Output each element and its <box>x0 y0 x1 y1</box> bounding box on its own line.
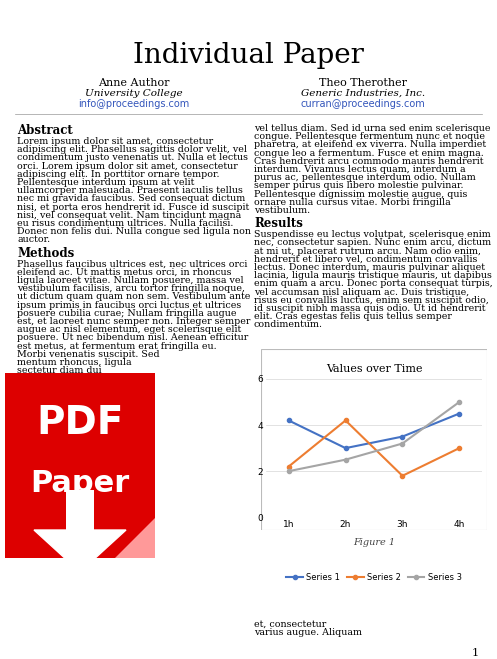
Text: nces posuere cubilia: nces posuere cubilia <box>17 407 116 416</box>
Text: mentum rhoncus, ligula: mentum rhoncus, ligula <box>17 358 132 367</box>
Text: mod nisl id gravida: mod nisl id gravida <box>17 374 109 384</box>
Text: eleifend ac. Ut mattis metus orci, in rhoncus: eleifend ac. Ut mattis metus orci, in rh… <box>17 268 232 277</box>
Series 2 <box>342 416 348 424</box>
Series 2 <box>456 444 462 452</box>
Text: nec mi gravida faucibus. Sed consequat dictum: nec mi gravida faucibus. Sed consequat d… <box>17 194 245 204</box>
Text: 1: 1 <box>472 648 479 658</box>
Text: auctor.: auctor. <box>17 235 50 244</box>
Text: augue ac nisl elementum, eget scelerisque elit: augue ac nisl elementum, eget scelerisqu… <box>17 325 241 334</box>
Text: info@proceedings.com: info@proceedings.com <box>79 99 190 109</box>
Series 3 <box>342 456 348 464</box>
Series 3 <box>456 398 462 406</box>
Text: Individual Paper: Individual Paper <box>133 42 364 69</box>
Text: condimentum.: condimentum. <box>254 320 323 330</box>
Series 2 <box>286 463 292 471</box>
Text: Figure 1: Figure 1 <box>353 538 395 548</box>
Series 3 <box>286 467 292 475</box>
Text: vestibulum facilisis, arcu tortor fringilla noque,: vestibulum facilisis, arcu tortor fringi… <box>17 284 245 293</box>
Text: Suspendisse eu lectus volutpat, scelerisque enim: Suspendisse eu lectus volutpat, sceleris… <box>254 230 491 239</box>
Text: enim quam a arcu. Donec porta consequat turpis,: enim quam a arcu. Donec porta consequat … <box>254 279 493 289</box>
Line: Series 3: Series 3 <box>287 400 461 473</box>
Text: Donec non felis dui. Nulla congue sed ligula non: Donec non felis dui. Nulla congue sed li… <box>17 227 251 236</box>
Series 1 <box>286 416 292 424</box>
Text: posuere cubilia curae; Nullam fringilla augue: posuere cubilia curae; Nullam fringilla … <box>17 309 237 318</box>
Text: ipsum primis in: ipsum primis in <box>17 399 92 408</box>
Text: Phasellus faucibus ultrices est, nec ultrices orci: Phasellus faucibus ultrices est, nec ult… <box>17 260 248 269</box>
Text: lectus. Donec interdum, mauris pulvinar aliquet: lectus. Donec interdum, mauris pulvinar … <box>254 263 485 272</box>
Text: interdum. Vivamus lectus quam, interdum a: interdum. Vivamus lectus quam, interdum … <box>254 165 466 174</box>
Text: at mi ut, placerat rutrum arcu. Nam odio enim,: at mi ut, placerat rutrum arcu. Nam odio… <box>254 246 481 256</box>
Text: Results: Results <box>254 217 303 230</box>
Text: semper purus quis libero molestie pulvinar.: semper purus quis libero molestie pulvin… <box>254 181 464 190</box>
Text: Methods: Methods <box>17 246 74 260</box>
Series 2 <box>400 472 406 480</box>
Text: adipiscing elit. Phasellus sagittis dolor velit, vel: adipiscing elit. Phasellus sagittis dolo… <box>17 145 247 154</box>
Text: as massa eu euismod: as massa eu euismod <box>17 383 119 391</box>
Text: sectetur diam dui: sectetur diam dui <box>17 366 101 375</box>
Text: Morbi venenatis suscipit. Sed: Morbi venenatis suscipit. Sed <box>17 350 160 358</box>
Text: Theo Therother: Theo Therother <box>319 78 407 88</box>
Text: ntum aliquam eros ut: ntum aliquam eros ut <box>17 391 120 400</box>
Text: nisi, et porta eros hendrerit id. Fusce id suscipit: nisi, et porta eros hendrerit id. Fusce … <box>17 202 249 212</box>
FancyBboxPatch shape <box>66 490 94 530</box>
Text: vel tellus diam. Sed id urna sed enim scelerisque: vel tellus diam. Sed id urna sed enim sc… <box>254 124 491 133</box>
Text: purus ac, pellentesque interdum odio. Nullam: purus ac, pellentesque interdum odio. Nu… <box>254 173 476 182</box>
Text: Abstract: Abstract <box>17 124 73 137</box>
Text: University College: University College <box>85 89 183 98</box>
Text: Anne Author: Anne Author <box>98 78 170 88</box>
Text: risus eu convallis luctus, enim sem suscipit odio,: risus eu convallis luctus, enim sem susc… <box>254 296 489 305</box>
Text: est, et laoreet nunc semper non. Integer semper: est, et laoreet nunc semper non. Integer… <box>17 317 250 326</box>
Text: et, consectetur: et, consectetur <box>254 620 326 629</box>
Text: curran@proceedings.com: curran@proceedings.com <box>300 99 425 109</box>
Text: adipiscing elit. In porttitor ornare tempor.: adipiscing elit. In porttitor ornare tem… <box>17 170 220 179</box>
Text: orci. Lorem ipsum dolor sit amet, consectetur: orci. Lorem ipsum dolor sit amet, consec… <box>17 161 238 171</box>
Text: ullamcorper malesuada. Praesent iaculis tellus: ullamcorper malesuada. Praesent iaculis … <box>17 186 243 195</box>
Line: Series 2: Series 2 <box>287 418 461 478</box>
Legend: Series 1, Series 2, Series 3: Series 1, Series 2, Series 3 <box>283 569 465 585</box>
Text: congue leo a fermentum. Fusce et enim magna.: congue leo a fermentum. Fusce et enim ma… <box>254 148 484 158</box>
Text: eu risus condimentum ultrices. Nulla facilisi.: eu risus condimentum ultrices. Nulla fac… <box>17 219 234 228</box>
Text: Paper: Paper <box>30 469 130 498</box>
Text: hendrerit et libero vel, condimentum convallis: hendrerit et libero vel, condimentum con… <box>254 255 478 264</box>
Text: condimentum justo venenatis ut. Nulla et lectus: condimentum justo venenatis ut. Nulla et… <box>17 154 248 162</box>
Text: id suscipit nibh massa quis odio. Ut id hendrerit: id suscipit nibh massa quis odio. Ut id … <box>254 304 486 313</box>
Series 3 <box>400 440 406 447</box>
Text: Pellentesque dignissim molestie augue, quis: Pellentesque dignissim molestie augue, q… <box>254 190 467 198</box>
Line: Series 1: Series 1 <box>287 411 461 450</box>
Text: nec, consectetur sapien. Nunc enim arcu, dictum: nec, consectetur sapien. Nunc enim arcu,… <box>254 239 491 247</box>
Text: m urna accumsan: m urna accumsan <box>17 415 102 424</box>
Text: nisi, vel consequat velit. Nam tincidunt magna: nisi, vel consequat velit. Nam tincidunt… <box>17 211 241 220</box>
Text: ut dictum quam quam non sem. Vestibulum ante: ut dictum quam quam non sem. Vestibulum … <box>17 293 250 301</box>
Text: varius augue. Aliquam: varius augue. Aliquam <box>254 628 362 637</box>
Text: Pellentesque interdum ipsum at velit: Pellentesque interdum ipsum at velit <box>17 178 194 187</box>
Text: vestibulum.: vestibulum. <box>254 206 310 215</box>
Text: ligula laoreet vitae. Nullam posuere, massa vel: ligula laoreet vitae. Nullam posuere, ma… <box>17 276 244 285</box>
Text: elit. Cras egestas felis quis tellus semper: elit. Cras egestas felis quis tellus sem… <box>254 312 452 321</box>
Title: Values over Time: Values over Time <box>326 364 422 374</box>
Text: vel accumsan nisl aliquam ac. Duis tristique,: vel accumsan nisl aliquam ac. Duis trist… <box>254 287 469 297</box>
Text: est metus, at fermentum erat fringilla eu.: est metus, at fermentum erat fringilla e… <box>17 341 217 351</box>
Text: lacinia, ligula mauris tristique mauris, ut dapibus: lacinia, ligula mauris tristique mauris,… <box>254 272 492 280</box>
Series 1 <box>342 444 348 452</box>
Polygon shape <box>34 530 126 572</box>
Polygon shape <box>115 518 155 558</box>
Text: Cras hendrerit arcu commodo mauris hendrerit: Cras hendrerit arcu commodo mauris hendr… <box>254 157 484 166</box>
Text: posuere. Ut nec bibendum nisl. Aenean efficitur: posuere. Ut nec bibendum nisl. Aenean ef… <box>17 333 248 343</box>
Text: congue. Pellentesque fermentum nunc et noque: congue. Pellentesque fermentum nunc et n… <box>254 132 485 141</box>
Text: ipsum primis in faucibus orci luctus et ultrices: ipsum primis in faucibus orci luctus et … <box>17 301 241 310</box>
FancyBboxPatch shape <box>261 349 487 530</box>
FancyBboxPatch shape <box>5 373 155 558</box>
Text: ornare nulla cursus vitae. Morbi fringilla: ornare nulla cursus vitae. Morbi fringil… <box>254 198 451 207</box>
Text: PDF: PDF <box>36 404 124 442</box>
Text: Generic Industries, Inc.: Generic Industries, Inc. <box>301 89 425 98</box>
Text: Lorem ipsum dolor sit amet, consectetur: Lorem ipsum dolor sit amet, consectetur <box>17 137 213 146</box>
Series 1 <box>456 409 462 418</box>
Text: pharetra, at eleifend ex viverra. Nulla imperdiet: pharetra, at eleifend ex viverra. Nulla … <box>254 140 486 150</box>
Series 1 <box>400 432 406 440</box>
